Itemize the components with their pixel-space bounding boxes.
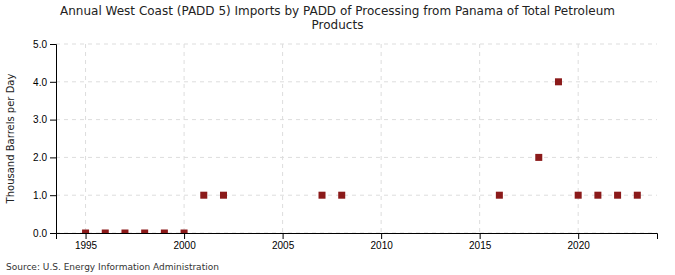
point [614, 192, 621, 199]
tick: 2020 [568, 233, 591, 251]
annotation: Source: U.S. Energy Information Administ… [6, 262, 219, 272]
tick: 5.0 [33, 39, 56, 50]
grid-line [578, 44, 579, 233]
axis-line [57, 234, 658, 240]
grid-line [56, 44, 657, 45]
point [338, 192, 345, 199]
grid-line [282, 44, 283, 233]
grid-line [479, 44, 480, 233]
tick-label: 2.0 [33, 152, 47, 163]
grid-line [56, 157, 657, 158]
tick-mark [50, 233, 56, 234]
tick: 2015 [469, 233, 492, 251]
point [102, 230, 109, 234]
tick-mark [50, 120, 56, 121]
tick-label: 0.0 [33, 228, 47, 239]
point [141, 230, 148, 234]
tick-label: 2005 [272, 240, 295, 251]
grid-line [56, 119, 657, 120]
tick: 3.0 [33, 114, 56, 125]
y-label: Thousand Barrels per Day [5, 74, 16, 205]
title: Annual West Coast (PADD 5) Imports by PA… [60, 4, 615, 32]
tick-label: 1995 [75, 240, 98, 251]
point [220, 192, 227, 199]
tick-label: 4.0 [33, 77, 47, 88]
point [319, 192, 326, 199]
point [634, 192, 641, 199]
axis-line [50, 45, 57, 234]
point [555, 78, 562, 85]
point [181, 230, 188, 234]
tick-label: 2000 [173, 240, 196, 251]
chart: 1995 2000 2005 2010 2015 2020 0.0 1.0 2.0 3.0 4.0 5… [0, 0, 675, 275]
tick: 2000 [173, 233, 196, 251]
tick-label: 2010 [371, 240, 394, 251]
point [594, 192, 601, 199]
points [82, 78, 641, 233]
tick: 2.0 [33, 152, 56, 163]
tick: 1.0 [33, 190, 56, 201]
tick-mark [50, 82, 56, 83]
grid-line [184, 44, 185, 233]
tick-mark [578, 233, 579, 239]
point [121, 230, 128, 234]
tick-label: 5.0 [33, 39, 47, 50]
tick-mark [283, 233, 284, 239]
tick-mark [381, 233, 382, 239]
grid-line [56, 195, 657, 196]
point [575, 192, 582, 199]
tick-mark [50, 195, 56, 196]
tick: 4.0 [33, 77, 56, 88]
grid [56, 44, 657, 233]
tick: 2005 [272, 233, 295, 251]
tick-mark [86, 233, 87, 239]
x-axis: 1995 2000 2005 2010 2015 2020 [57, 233, 658, 251]
tick-label: 2020 [568, 240, 591, 251]
tick-mark [184, 233, 185, 239]
tick-mark [50, 44, 56, 45]
grid-line [85, 44, 86, 233]
grid-line [381, 44, 382, 233]
tick: 2010 [371, 233, 394, 251]
point [496, 192, 503, 199]
y-axis: 0.0 1.0 2.0 3.0 4.0 5.0 [33, 39, 56, 239]
tick-label: 3.0 [33, 114, 47, 125]
grid-line [56, 81, 657, 82]
point [200, 192, 207, 199]
tick-mark [50, 157, 56, 158]
point [82, 230, 89, 234]
tick-label: 2015 [469, 240, 492, 251]
tick: 1995 [75, 233, 98, 251]
point [161, 230, 168, 234]
tick: 0.0 [33, 228, 56, 239]
plot: 1995 2000 2005 2010 2015 2020 0.0 1.0 2.0 3.0 4.0 5… [33, 39, 657, 251]
tick-label: 1.0 [33, 190, 47, 201]
point [535, 154, 542, 161]
tick-mark [480, 233, 481, 239]
